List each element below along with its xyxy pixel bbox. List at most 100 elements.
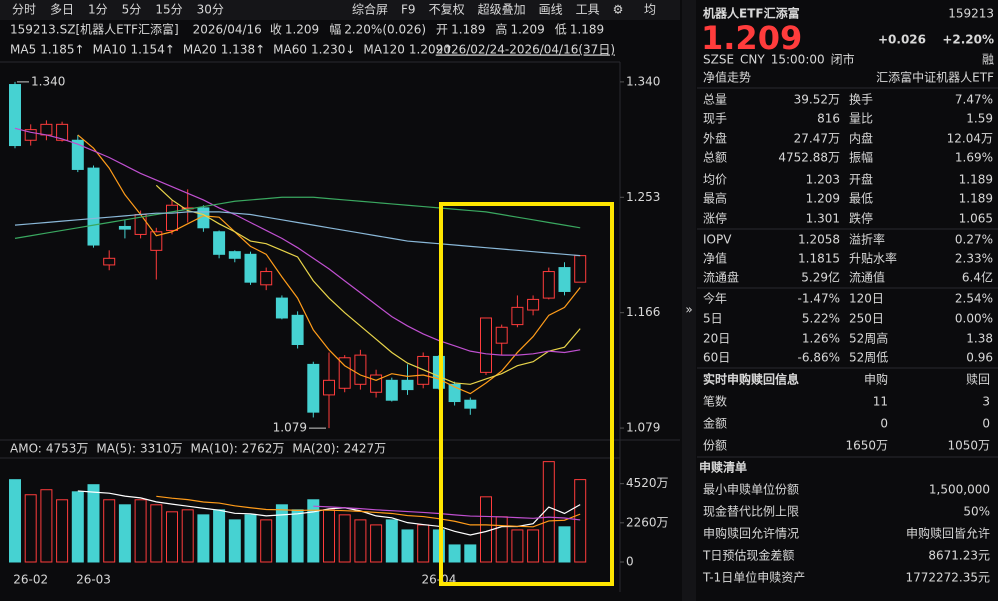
stat-value: 1.1815 (798, 252, 840, 266)
date: 2026/04/16 (193, 23, 262, 37)
toolbar-button[interactable]: 综合屏 (352, 2, 388, 17)
stat-value: 6.4亿 (962, 270, 993, 285)
candle-body (40, 123, 53, 136)
volume-bar (150, 504, 163, 563)
stat-label: 总额 (703, 151, 727, 165)
sub-label: 份额 (703, 439, 727, 453)
candle-body (323, 379, 335, 396)
volume-bar (480, 496, 492, 563)
volume-bar (291, 509, 304, 563)
toolbar-button[interactable]: 不复权 (429, 3, 465, 17)
stat-label: 内盘 (849, 131, 873, 146)
toolbar-tab[interactable]: 15分 (155, 3, 182, 17)
volume-bar (103, 499, 116, 563)
stat-value: 0.27% (955, 233, 993, 247)
volume-bar (417, 524, 430, 563)
section-title: 申赎清单 (699, 460, 747, 475)
candle-body (432, 355, 445, 389)
toolbar-button[interactable]: F9 (401, 3, 416, 17)
stat-label: 升贴水率 (849, 251, 897, 266)
candle-body (291, 314, 304, 346)
info-label: 高 (495, 22, 507, 37)
legend-value: 1.185↑ (40, 43, 84, 57)
sub-label: 金额 (703, 416, 727, 431)
toolbar-tab[interactable]: 1分 (88, 3, 108, 17)
toolbar-tab[interactable]: 30分 (197, 3, 224, 17)
sub-value: 1050万 (947, 439, 990, 453)
list-label: 申购赎回允许情况 (703, 526, 799, 541)
volume-bar (370, 524, 383, 563)
stat-value: 5.22% (802, 312, 840, 326)
y-tick-label: 1.340 (626, 74, 660, 88)
collapse-strip[interactable] (682, 0, 696, 601)
stat-value: 1.59 (966, 112, 993, 126)
fund-code: 159213 (948, 7, 994, 21)
stat-label: 流通值 (849, 270, 885, 285)
candle-body (354, 354, 367, 385)
col-head: 赎回 (966, 373, 990, 387)
settings-icon[interactable]: ⚙ (613, 3, 624, 17)
volume-bar (323, 509, 335, 563)
stat-value: 1.065 (959, 212, 993, 226)
stat-value: 7.47% (955, 93, 993, 107)
info-value: 2.20%(0.026) (344, 23, 426, 37)
stat-value: 816 (817, 112, 840, 126)
info-value: 1.209 (510, 23, 544, 37)
legend-name: MA20 (183, 43, 217, 57)
legend-name: MA60 (273, 43, 307, 57)
nav-title[interactable]: 净值走势 (703, 70, 751, 85)
volume-bar (228, 519, 241, 563)
volume-bar (118, 504, 131, 563)
info-label: 开 (436, 23, 448, 37)
toolbar-button[interactable]: 超级叠加 (478, 2, 526, 17)
stat-value: 1.189 (959, 192, 993, 206)
meta: 15:00:00 (771, 53, 825, 67)
toolbar-button[interactable]: 均 (644, 3, 656, 17)
volume-bar (511, 529, 524, 563)
list-value: 1772272.35元 (905, 571, 990, 585)
candle-body (24, 129, 37, 141)
toolbar-tab[interactable]: 多日 (50, 3, 74, 17)
volume-bar (527, 529, 540, 563)
legend-name: MA120 (363, 43, 404, 57)
candle-body (480, 317, 492, 373)
ma-line (14, 196, 581, 239)
candle-body (495, 326, 508, 344)
stat-value: 0.00% (955, 312, 993, 326)
stat-label: 最高 (703, 191, 727, 206)
volume-bar (432, 529, 445, 563)
legend-name: MA5 (10, 43, 36, 57)
collapse-icon[interactable]: » (685, 303, 692, 317)
volume-bar (166, 511, 178, 563)
sub-value: 0 (880, 417, 888, 431)
volume-bar (448, 544, 461, 563)
stat-value: 1.209 (806, 192, 840, 206)
toolbar-button[interactable]: 工具 (576, 3, 600, 17)
candle-body (228, 251, 241, 259)
stat-label: 52周高 (849, 331, 888, 346)
stat-label: 120日 (849, 292, 884, 306)
sub-value: 3 (982, 395, 990, 409)
legend-name: AMO: (10, 442, 42, 456)
y-tick-label: 1.079 (626, 421, 660, 435)
toolbar-tab[interactable]: 5分 (122, 3, 142, 17)
candle-body (103, 257, 116, 266)
sub-label: 笔数 (703, 394, 727, 409)
stat-label: 总量 (703, 93, 727, 107)
volume-bar (558, 526, 571, 563)
candle-body (244, 253, 257, 283)
volume-bar (40, 489, 53, 563)
volume-bar (464, 544, 477, 563)
stat-label: 52周低 (849, 351, 888, 365)
volume-bar (275, 504, 288, 563)
candle-body (213, 231, 226, 255)
stat-label: IOPV (703, 233, 732, 247)
change: +0.026 (878, 33, 926, 47)
meta: CNY (740, 53, 765, 67)
list-value: 50% (963, 505, 990, 519)
stat-label: 60日 (703, 351, 730, 365)
toolbar-button[interactable]: 画线 (539, 3, 563, 17)
toolbar-tab[interactable]: 分时 (12, 3, 36, 17)
